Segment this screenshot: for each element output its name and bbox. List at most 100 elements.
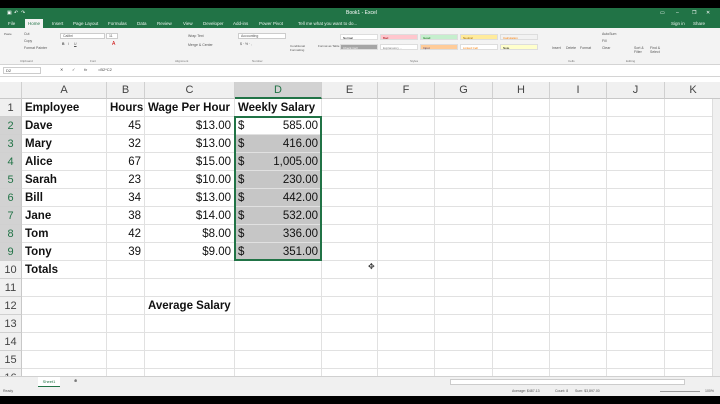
cell-d6[interactable]: $442.00 <box>235 189 322 207</box>
cell-h12[interactable] <box>493 297 550 315</box>
cell-i11[interactable] <box>550 279 607 297</box>
row-header-11[interactable]: 11 <box>0 279 22 297</box>
column-header-f[interactable]: F <box>378 82 435 99</box>
cell-k1[interactable] <box>665 99 720 117</box>
cell-j12[interactable] <box>607 297 665 315</box>
cell-h1[interactable] <box>493 99 550 117</box>
cell-i1[interactable] <box>550 99 607 117</box>
cell-a4[interactable]: Alice <box>22 153 107 171</box>
cell-k15[interactable] <box>665 351 720 369</box>
cell-k3[interactable] <box>665 135 720 153</box>
cell-d15[interactable] <box>235 351 322 369</box>
cell-i6[interactable] <box>550 189 607 207</box>
cell-a12[interactable] <box>22 297 107 315</box>
minimize-icon[interactable]: – <box>676 10 679 16</box>
row-header-4[interactable]: 4 <box>0 153 22 171</box>
insert-cells-button[interactable]: Insert <box>552 46 561 50</box>
zoom-level[interactable]: 100% <box>705 389 714 393</box>
cell-g6[interactable] <box>435 189 493 207</box>
cell-j16[interactable] <box>607 369 665 376</box>
zoom-slider[interactable] <box>660 391 700 392</box>
cell-j13[interactable] <box>607 315 665 333</box>
tab-review[interactable]: Review <box>157 21 172 26</box>
cut-button[interactable]: Cut <box>24 32 30 36</box>
cell-e14[interactable] <box>322 333 378 351</box>
cell-a9[interactable]: Tony <box>22 243 107 261</box>
column-header-b[interactable]: B <box>107 82 145 99</box>
cell-i12[interactable] <box>550 297 607 315</box>
new-sheet-icon[interactable]: ⊕ <box>74 378 78 383</box>
cell-d13[interactable] <box>235 315 322 333</box>
cell-d7[interactable]: $532.00 <box>235 207 322 225</box>
restore-icon[interactable]: ❐ <box>692 10 697 16</box>
cell-e16[interactable] <box>322 369 378 376</box>
cell-g11[interactable] <box>435 279 493 297</box>
cell-d14[interactable] <box>235 333 322 351</box>
font-name-select[interactable]: Calibri <box>60 33 105 39</box>
delete-cells-button[interactable]: Delete <box>566 46 577 50</box>
row-header-16[interactable]: 16 <box>0 369 22 376</box>
cell-c4[interactable]: $15.00 <box>145 153 235 171</box>
cell-c3[interactable]: $13.00 <box>145 135 235 153</box>
tab-insert[interactable]: Insert <box>52 21 64 26</box>
enter-icon[interactable]: ✓ <box>72 67 76 72</box>
cell-e13[interactable] <box>322 315 378 333</box>
row-header-2[interactable]: 2 <box>0 117 22 135</box>
cell-f7[interactable] <box>378 207 435 225</box>
cell-style-neutral[interactable]: Neutral <box>460 34 498 40</box>
cell-d9[interactable]: $351.00 <box>235 243 322 261</box>
close-icon[interactable]: ✕ <box>706 10 711 16</box>
cell-d1[interactable]: Weekly Salary <box>235 99 322 117</box>
cell-e8[interactable] <box>322 225 378 243</box>
cell-h11[interactable] <box>493 279 550 297</box>
row-header-5[interactable]: 5 <box>0 171 22 189</box>
cell-g12[interactable] <box>435 297 493 315</box>
cell-f4[interactable] <box>378 153 435 171</box>
cell-c1[interactable]: Wage Per Hour <box>145 99 235 117</box>
worksheet-grid[interactable]: A B C D E F G H I J K 1 Employee Hours Wage Per Hour We… <box>0 82 720 376</box>
copy-button[interactable]: Copy <box>24 39 33 43</box>
cell-j2[interactable] <box>607 117 665 135</box>
cell-h9[interactable] <box>493 243 550 261</box>
font-color-icon[interactable]: A <box>112 41 116 47</box>
bold-button[interactable]: B <box>62 42 65 46</box>
formula-input[interactable]: =B2*C2 <box>98 67 112 72</box>
cell-g4[interactable] <box>435 153 493 171</box>
cell-c11[interactable] <box>145 279 235 297</box>
cell-j1[interactable] <box>607 99 665 117</box>
horizontal-scrollbar[interactable] <box>450 379 685 385</box>
column-header-e[interactable]: E <box>322 82 378 99</box>
cell-b15[interactable] <box>107 351 145 369</box>
cell-j8[interactable] <box>607 225 665 243</box>
cell-h2[interactable] <box>493 117 550 135</box>
cell-b11[interactable] <box>107 279 145 297</box>
cell-k13[interactable] <box>665 315 720 333</box>
row-header-13[interactable]: 13 <box>0 315 22 333</box>
cell-k14[interactable] <box>665 333 720 351</box>
cell-a1[interactable]: Employee <box>22 99 107 117</box>
cell-e3[interactable] <box>322 135 378 153</box>
column-header-h[interactable]: H <box>493 82 550 99</box>
cell-j4[interactable] <box>607 153 665 171</box>
row-header-9[interactable]: 9 <box>0 243 22 261</box>
number-format-select[interactable]: Accounting <box>238 33 286 39</box>
cell-k10[interactable] <box>665 261 720 279</box>
tab-add-ins[interactable]: Add-ins <box>233 21 249 26</box>
cell-i14[interactable] <box>550 333 607 351</box>
cell-k8[interactable] <box>665 225 720 243</box>
cell-d11[interactable] <box>235 279 322 297</box>
cell-g3[interactable] <box>435 135 493 153</box>
cell-g10[interactable] <box>435 261 493 279</box>
cell-j11[interactable] <box>607 279 665 297</box>
cell-c8[interactable]: $8.00 <box>145 225 235 243</box>
cell-a3[interactable]: Mary <box>22 135 107 153</box>
cell-c16[interactable] <box>145 369 235 376</box>
font-size-select[interactable]: 11 <box>106 33 118 39</box>
cell-k9[interactable] <box>665 243 720 261</box>
cell-e5[interactable] <box>322 171 378 189</box>
wrap-text-button[interactable]: Wrap Text <box>188 34 204 38</box>
cell-b14[interactable] <box>107 333 145 351</box>
cell-e7[interactable] <box>322 207 378 225</box>
cell-c15[interactable] <box>145 351 235 369</box>
cell-e11[interactable] <box>322 279 378 297</box>
